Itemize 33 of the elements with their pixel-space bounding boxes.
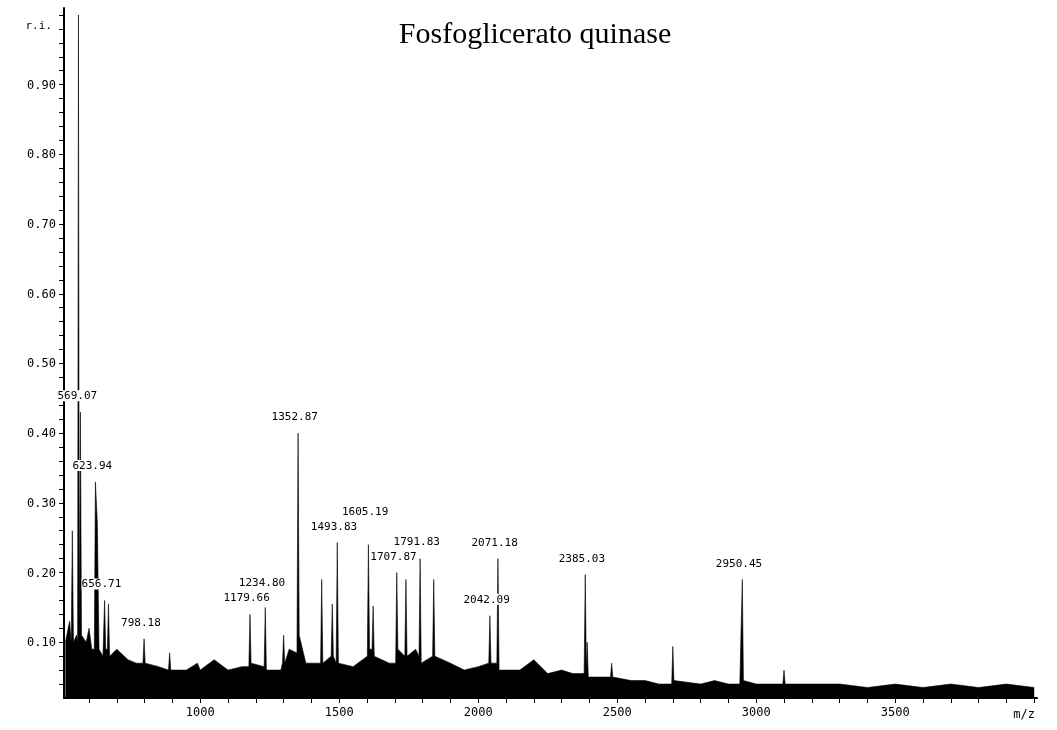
y-axis-title: r.i.	[25, 19, 52, 32]
annotation: 1791.83	[393, 534, 440, 548]
y-tick-label: 0.60	[27, 286, 56, 301]
annotation: 623.94	[72, 458, 113, 472]
annotation: 569.07	[57, 389, 98, 403]
x-tick-label: 2000	[463, 705, 493, 719]
annotation: 1493.83	[310, 519, 358, 533]
annotation: 1179.66	[223, 591, 270, 605]
y-tick-label: 0.30	[27, 495, 56, 510]
annotation: 656.71	[81, 577, 122, 591]
y-tick-label: 0.50	[27, 356, 56, 371]
annotation: 1234.80	[238, 576, 286, 590]
annotation: 2042.09	[463, 592, 510, 606]
x-tick-label: 1500	[324, 705, 354, 719]
annotation: 1352.87	[271, 410, 318, 424]
x-tick-label: 2500	[602, 705, 632, 719]
y-tick-label: 0.80	[27, 147, 56, 162]
y-tick-label: 0.20	[27, 565, 56, 580]
x-tick-label: 3000	[741, 705, 771, 719]
y-tick-label: 0.70	[27, 217, 56, 232]
x-axis-title: m/z	[1013, 707, 1035, 721]
y-tick-label: 0.10	[27, 635, 56, 650]
x-tick-label: 3500	[880, 705, 910, 719]
y-tick-label: 0.40	[27, 426, 56, 441]
annotation: 1707.87	[370, 549, 417, 563]
chart-title: Fosfoglicerato quinase	[398, 15, 672, 49]
annotation: 1605.19	[341, 504, 389, 518]
annotation: 2385.03	[558, 551, 606, 565]
x-tick-label: 1000	[185, 705, 215, 719]
annotation: 2950.45	[715, 556, 763, 570]
annotation: 798.18	[121, 615, 161, 629]
y-tick-label: 0.90	[27, 77, 56, 92]
annotation: 2071.18	[471, 535, 518, 549]
